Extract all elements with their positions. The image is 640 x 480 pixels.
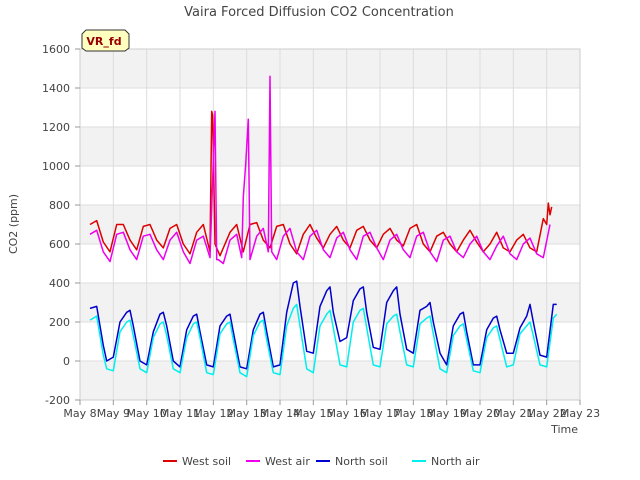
x-tick-label: May 8 bbox=[63, 407, 96, 420]
y-axis-ticks: -200 0 200 400 600 800 1000 1200 1400 1600 bbox=[42, 43, 80, 407]
y-tick-label: 0 bbox=[63, 355, 70, 368]
legend-label: West air bbox=[265, 455, 310, 468]
x-tick-label: May 14 bbox=[260, 407, 300, 420]
x-tick-label: May 10 bbox=[127, 407, 167, 420]
series-line-north-air bbox=[89, 303, 558, 378]
background-band bbox=[80, 205, 580, 244]
background-bands bbox=[80, 49, 580, 400]
y-tick-label: 600 bbox=[49, 238, 70, 251]
y-tick-label: 1200 bbox=[42, 121, 70, 134]
series-lines bbox=[89, 75, 558, 378]
x-tick-label: May 18 bbox=[393, 407, 433, 420]
chart-title: Vaira Forced Diffusion CO2 Concentration bbox=[184, 5, 454, 20]
x-tick-label: May 20 bbox=[460, 407, 500, 420]
y-tick-label: 1000 bbox=[42, 160, 70, 173]
x-tick-label: May 9 bbox=[97, 407, 130, 420]
site-badge-label: VR_fd bbox=[86, 35, 121, 48]
y-tick-label: 800 bbox=[49, 199, 70, 212]
x-tick-label: May 19 bbox=[427, 407, 467, 420]
x-tick-label: May 21 bbox=[493, 407, 533, 420]
y-tick-label: 400 bbox=[49, 277, 70, 290]
x-tick-label: May 23 bbox=[560, 407, 600, 420]
legend-item: West soil bbox=[163, 455, 231, 468]
legend-label: North soil bbox=[335, 455, 388, 468]
x-tick-label: May 15 bbox=[293, 407, 333, 420]
y-tick-label: 1600 bbox=[42, 43, 70, 56]
background-band bbox=[80, 127, 580, 166]
legend-label: West soil bbox=[182, 455, 231, 468]
site-badge: VR_fd bbox=[81, 29, 130, 52]
legend: West soil West air North soil North air bbox=[163, 455, 480, 468]
x-tick-label: May 13 bbox=[227, 407, 267, 420]
legend-item: West air bbox=[246, 455, 310, 468]
x-tick-label: May 17 bbox=[360, 407, 400, 420]
x-tick-label: May 16 bbox=[327, 407, 367, 420]
plot-frame bbox=[79, 48, 581, 401]
legend-item: North soil bbox=[316, 455, 388, 468]
background-band bbox=[80, 361, 580, 400]
x-tick-label: May 11 bbox=[160, 407, 200, 420]
y-tick-label: -200 bbox=[45, 394, 70, 407]
y-tick-label: 200 bbox=[49, 316, 70, 329]
y-tick-label: 1400 bbox=[42, 82, 70, 95]
y-axis-label: CO2 (ppm) bbox=[7, 194, 20, 254]
x-tick-label: May 22 bbox=[527, 407, 567, 420]
legend-label: North air bbox=[431, 455, 480, 468]
legend-item: North air bbox=[412, 455, 480, 468]
series-line-west-air bbox=[89, 75, 551, 265]
series-line-north-soil bbox=[89, 280, 557, 370]
x-tick-label: May 12 bbox=[193, 407, 233, 420]
background-band bbox=[80, 49, 580, 88]
x-axis-label: Time bbox=[550, 423, 578, 436]
